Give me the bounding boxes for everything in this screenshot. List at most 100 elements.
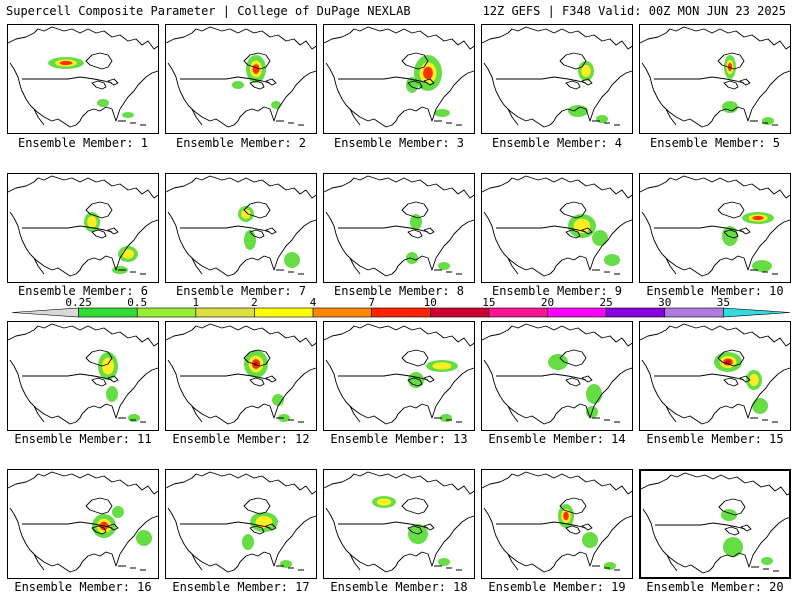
coastline xyxy=(9,359,53,419)
coastline xyxy=(640,26,790,50)
basemap-4 xyxy=(482,26,632,128)
coastline xyxy=(401,349,429,367)
coastline xyxy=(593,367,632,407)
coastline xyxy=(751,219,790,259)
coastline xyxy=(401,52,429,70)
coastline xyxy=(277,70,316,110)
coastline xyxy=(277,515,316,555)
coastline xyxy=(105,106,121,122)
coastline xyxy=(81,551,107,563)
panel-caption-8: Ensemble Member: 8 xyxy=(333,284,465,298)
coastline xyxy=(249,227,277,239)
coastline xyxy=(665,108,677,126)
basemap-5 xyxy=(640,26,790,128)
panel-caption-4: Ensemble Member: 4 xyxy=(491,136,623,150)
coastline xyxy=(209,116,241,128)
coastline xyxy=(435,219,474,259)
scp-area-mid xyxy=(122,249,134,259)
coastline xyxy=(85,497,113,515)
coastline xyxy=(407,227,435,239)
panel-caption-7: Ensemble Member: 7 xyxy=(175,284,307,298)
map-panel-16 xyxy=(7,469,159,579)
coastline xyxy=(191,553,203,571)
panel-caption-11: Ensemble Member: 11 xyxy=(14,432,152,446)
scp-area-light xyxy=(548,354,568,370)
coastline xyxy=(166,175,316,199)
scp-area-light xyxy=(434,109,450,117)
colorbar-tick-label: 35 xyxy=(717,296,730,309)
coastline xyxy=(325,507,369,567)
map-panel-20 xyxy=(639,469,791,579)
coastline xyxy=(483,211,527,271)
coastline xyxy=(325,211,369,271)
coastline xyxy=(249,375,277,387)
coastline xyxy=(723,375,751,387)
colorbar-segment xyxy=(547,307,607,318)
coastline xyxy=(367,413,399,425)
coastline xyxy=(325,62,369,122)
coastline xyxy=(665,257,677,275)
coastline xyxy=(91,523,119,535)
coastline xyxy=(9,211,53,271)
coastline xyxy=(8,471,158,495)
coastline xyxy=(641,359,685,419)
panel-caption-9: Ensemble Member: 9 xyxy=(491,284,623,298)
coastline xyxy=(483,359,527,419)
scp-area-mid xyxy=(581,65,591,77)
coastline xyxy=(525,561,557,573)
coastline xyxy=(592,269,620,275)
coastline xyxy=(324,26,474,50)
coastline xyxy=(277,367,316,407)
colorbar-segment xyxy=(664,307,724,318)
map-panel-9 xyxy=(481,173,633,283)
coastline xyxy=(85,52,113,70)
scp-area-light xyxy=(244,230,256,250)
scp-area-mid xyxy=(749,374,759,386)
panel-caption-16: Ensemble Member: 16 xyxy=(14,580,152,594)
map-panel-14 xyxy=(481,321,633,431)
coastline xyxy=(565,523,593,535)
coastline xyxy=(559,497,587,515)
coastline xyxy=(579,551,595,567)
coastline xyxy=(482,323,632,347)
panel-caption-1: Ensemble Member: 1 xyxy=(17,136,149,150)
coastline xyxy=(592,565,620,571)
coastline xyxy=(752,517,789,556)
coastline xyxy=(579,106,595,122)
country-border xyxy=(338,76,429,84)
coastline xyxy=(349,108,361,126)
country-border xyxy=(180,521,271,529)
coastline xyxy=(751,566,779,572)
panel-caption-10: Ensemble Member: 10 xyxy=(646,284,784,298)
colorbar-tick-label: 25 xyxy=(600,296,613,309)
scp-area-mid xyxy=(87,216,97,228)
coastline xyxy=(191,108,203,126)
coastline xyxy=(8,175,158,199)
coastline xyxy=(737,403,753,419)
coastline xyxy=(434,417,462,423)
map-panel-3 xyxy=(323,24,475,134)
coastline xyxy=(243,349,271,367)
coastline xyxy=(482,26,632,50)
coastline xyxy=(737,106,753,122)
country-border xyxy=(338,225,429,233)
colorbar-tick-label: 20 xyxy=(541,296,554,309)
country-border xyxy=(654,373,745,381)
coastline xyxy=(579,403,595,419)
coastline xyxy=(593,515,632,555)
basemap-20 xyxy=(641,472,789,574)
scp-area-light xyxy=(762,117,774,125)
coastline xyxy=(397,255,423,267)
colorbar-segment xyxy=(195,307,255,318)
coastline xyxy=(483,62,527,122)
scp-area-high xyxy=(423,66,433,80)
scp-area-light xyxy=(128,414,140,422)
country-border xyxy=(496,225,587,233)
coastline xyxy=(641,62,685,122)
coastline xyxy=(525,116,557,128)
scp-area-light xyxy=(272,394,284,406)
scp-area-mid xyxy=(241,209,251,219)
country-border xyxy=(180,373,271,381)
coastline xyxy=(397,551,423,563)
coastline xyxy=(325,359,369,419)
